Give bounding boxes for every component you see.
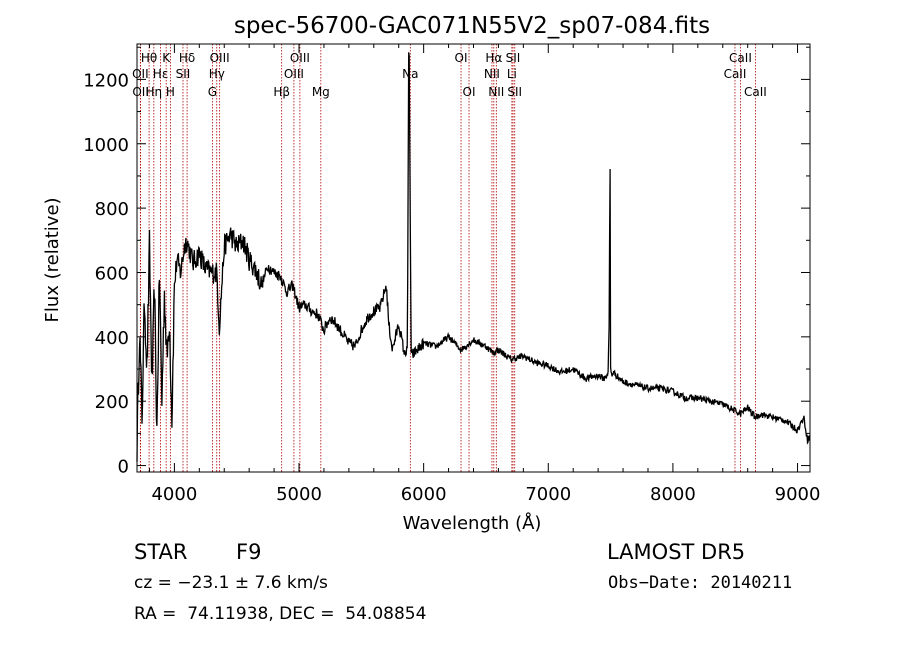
- line-label-27: CaII: [744, 85, 767, 99]
- line-label-25: CaII: [729, 51, 752, 65]
- line-label-14: OIII: [284, 67, 304, 81]
- x-tick-label-0: 4000: [151, 484, 197, 505]
- x-axis-ticks: 4000 5000 6000 7000 8000 9000: [148, 44, 821, 505]
- line-label-0: Hθ: [141, 51, 157, 65]
- line-label-10: Hγ: [209, 67, 225, 81]
- line-label-24: SII: [507, 85, 522, 99]
- line-label-11: G: [208, 85, 217, 99]
- line-label-5: Hη: [146, 85, 163, 99]
- y-tick-label-6: 1200: [83, 70, 129, 91]
- x-tick-label-2: 6000: [401, 484, 447, 505]
- y-tick-label-0: 0: [118, 457, 129, 478]
- line-label-21: NII: [488, 85, 504, 99]
- y-tick-label-1: 200: [95, 392, 129, 413]
- line-label-22: SII: [506, 51, 521, 65]
- line-label-15: Mg: [312, 85, 330, 99]
- x-tick-label-4: 8000: [650, 484, 696, 505]
- spectral-line-markers: [139, 44, 756, 472]
- line-label-13: OIII: [290, 51, 310, 65]
- y-tick-label-2: 400: [95, 328, 129, 349]
- x-tick-label-1: 5000: [276, 484, 322, 505]
- redshift-value: cz = −23.1 ± 7.6 km/s: [134, 573, 328, 593]
- line-label-4: Hε: [153, 67, 169, 81]
- line-label-20: NII: [484, 67, 500, 81]
- y-axis-label: Flux (relative): [42, 197, 63, 322]
- survey-name: LAMOST DR5: [607, 540, 746, 564]
- y-tick-label-4: 800: [95, 199, 129, 220]
- line-label-7: Hδ: [179, 51, 195, 65]
- x-tick-label-5: 9000: [775, 484, 821, 505]
- line-label-6: H: [166, 85, 175, 99]
- spectral-line-labels: Hθ OII OII K Hε Hη H Hδ SII OIII Hγ G Hβ OIII OIII Mg Na…: [132, 51, 767, 99]
- observation-date: Obs−Date: 20140211: [608, 573, 793, 593]
- y-axis-ticks: 0 200 400 600 800 1000 1200: [83, 46, 810, 478]
- object-class: STAR: [134, 540, 188, 564]
- line-label-18: OI: [463, 85, 476, 99]
- chart-title: spec-56700-GAC071N55V2_sp07-084.fits: [234, 13, 710, 39]
- plot-frame: [136, 43, 811, 473]
- line-label-1: OII: [132, 67, 149, 81]
- line-label-9: OIII: [210, 51, 230, 65]
- line-label-23: Li: [507, 67, 517, 81]
- line-label-8: SII: [176, 67, 191, 81]
- line-label-26: CaII: [724, 67, 747, 81]
- line-label-2: OII: [132, 85, 149, 99]
- x-tick-label-3: 7000: [525, 484, 571, 505]
- line-label-19: Hα: [485, 51, 502, 65]
- line-label-3: K: [162, 51, 171, 65]
- object-subclass: F9: [236, 540, 262, 564]
- line-label-17: OI: [455, 51, 468, 65]
- line-label-12: Hβ: [273, 85, 290, 99]
- y-tick-label-3: 600: [95, 263, 129, 284]
- line-label-16: Na: [402, 67, 418, 81]
- x-axis-label: Wavelength (Å): [403, 512, 542, 534]
- y-tick-label-5: 1000: [83, 135, 129, 156]
- coordinates: RA = 74.11938, DEC = 54.08854: [134, 604, 427, 624]
- spectrum-line: [136, 52, 811, 462]
